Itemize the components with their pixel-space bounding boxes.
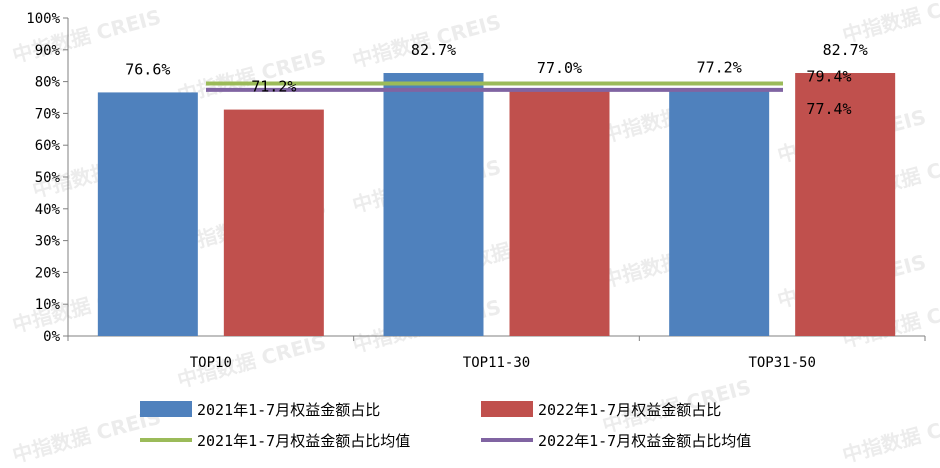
y-tick-label: 80% bbox=[35, 75, 61, 91]
legend-2021-average-label: 2021年1-7月权益金额占比均值 bbox=[197, 432, 410, 450]
y-tick-label: 10% bbox=[35, 297, 61, 313]
y-tick-label: 90% bbox=[35, 43, 61, 59]
x-tick-label: TOP10 bbox=[190, 355, 232, 371]
legend-2021-bar-swatch bbox=[140, 401, 192, 417]
average-lines bbox=[206, 81, 783, 92]
y-tick-label: 30% bbox=[35, 234, 61, 250]
y-tick-label: 20% bbox=[35, 265, 61, 281]
data-labels: 76.6% 82.7% 77.2% 71.2% 77.0% 82.7% 79.4% 77.4% bbox=[125, 41, 867, 118]
legend-2022-average-label: 2022年1-7月权益金额占比均值 bbox=[538, 432, 751, 450]
bar-value-label: 77.2% bbox=[697, 59, 742, 77]
bar-2021 bbox=[383, 73, 484, 336]
bar-2022 bbox=[795, 73, 896, 336]
average-value-label: 77.4% bbox=[806, 100, 851, 118]
average-value-label: 79.4% bbox=[806, 68, 851, 86]
legend: 2021年1-7月权益金额占比 2022年1-7月权益金额占比 2021年1-7月权… bbox=[140, 401, 751, 450]
bar-2021 bbox=[669, 90, 770, 336]
y-tick-label: 100% bbox=[26, 11, 60, 27]
bar-chart: 0%10%20%30%40%50%60%70%80%90%100% TOP10 T… bbox=[26, 11, 926, 450]
y-tick-label: 70% bbox=[35, 106, 61, 122]
bar-value-label: 77.0% bbox=[537, 59, 582, 77]
x-axis: TOP10 TOP11-30 TOP31-50 bbox=[67, 335, 926, 371]
bar-2022 bbox=[509, 91, 610, 336]
bar-value-label: 76.6% bbox=[125, 60, 170, 78]
bar-value-label: 71.2% bbox=[251, 78, 296, 96]
legend-2022-bar-label: 2022年1-7月权益金额占比 bbox=[538, 401, 721, 419]
bar-value-label: 82.7% bbox=[411, 41, 456, 59]
legend-2021-bar-label: 2021年1-7月权益金额占比 bbox=[197, 401, 380, 419]
y-tick-label: 60% bbox=[35, 138, 61, 154]
y-tick-label: 50% bbox=[35, 170, 61, 186]
bar-2021 bbox=[97, 92, 198, 336]
y-tick-label: 40% bbox=[35, 202, 61, 218]
y-tick-label: 0% bbox=[43, 329, 60, 345]
y-axis: 0% 10% 20% 30% 40% 50% 60% 70% 80% 90% 100% bbox=[26, 11, 69, 345]
x-tick-label: TOP11-30 bbox=[463, 355, 530, 371]
x-tick-label: TOP31-50 bbox=[748, 355, 815, 371]
bar-2022 bbox=[223, 109, 324, 336]
legend-2022-bar-swatch bbox=[481, 401, 533, 417]
bar-value-label: 82.7% bbox=[823, 41, 868, 59]
bars bbox=[97, 73, 896, 336]
